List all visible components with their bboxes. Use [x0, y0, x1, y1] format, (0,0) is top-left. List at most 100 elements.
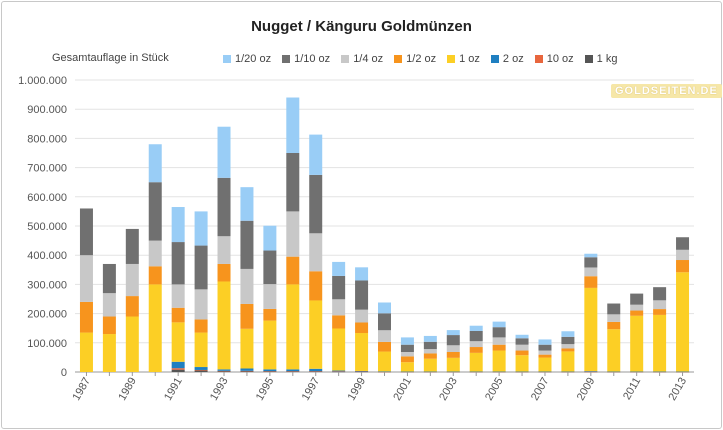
bar-segment [653, 300, 667, 310]
bar-segment [400, 356, 414, 363]
bar-segment [332, 370, 346, 372]
bar-segment [240, 370, 254, 372]
bar-segment [79, 301, 93, 333]
chart-title: Nugget / Känguru Goldmünzen [251, 18, 472, 35]
bar-segment [607, 371, 621, 373]
legend-swatch [394, 55, 403, 63]
y-tick-label: 400.000 [27, 250, 67, 262]
bar-segment [194, 211, 208, 246]
bar-segment [355, 267, 369, 281]
bar-segment [79, 208, 93, 256]
legend-item: 10 oz [534, 53, 574, 65]
bar-segment [263, 369, 277, 372]
bar-segment [676, 237, 690, 250]
bar-segment [446, 357, 460, 372]
bar-segment [607, 329, 621, 372]
bar-segment [148, 266, 162, 285]
bar-segment [148, 182, 162, 241]
bar-segment [240, 220, 254, 269]
x-tick-label: 1991 [162, 376, 185, 403]
bar-segment [240, 268, 254, 304]
legend-label: 1/2 oz [406, 53, 437, 65]
legend-swatch [490, 55, 499, 63]
bar-segment [584, 371, 598, 373]
bar-segment [217, 236, 231, 264]
legend-item: 1/10 oz [282, 53, 330, 65]
bar-segment [286, 371, 300, 372]
legend-item: 2 oz [490, 53, 524, 65]
bar-segment [332, 261, 346, 276]
bar-segment [263, 308, 277, 321]
bar-segment [378, 371, 391, 373]
x-tick-label: 2011 [621, 376, 643, 402]
bar-segment [469, 325, 483, 331]
bar-segment [102, 316, 116, 335]
bar-segment [378, 302, 391, 314]
bar-segment [378, 313, 391, 331]
bar-segment [240, 368, 254, 371]
bar-segment [355, 371, 369, 373]
bar-segment [286, 256, 300, 285]
legend-label: 1/4 oz [353, 53, 384, 65]
legend-item: 1/2 oz [394, 53, 436, 65]
bar-segment [171, 368, 185, 370]
bar-segment [309, 371, 323, 372]
bar-segment [378, 330, 391, 342]
bar-segment [630, 293, 644, 305]
bar-segment [125, 316, 139, 372]
bar-segment [446, 345, 460, 352]
bar-segment [309, 174, 323, 234]
bar-segment [79, 255, 93, 302]
legend-swatch [534, 55, 543, 63]
bar-segment [332, 299, 346, 316]
bar-segment [515, 338, 529, 345]
watermark-logo: GOLDSEITEN.DE [611, 84, 722, 98]
bar-segment [309, 233, 323, 272]
bar-segment [538, 344, 552, 351]
legend-item: 1 oz [447, 53, 480, 65]
bar-segment [148, 240, 162, 267]
x-tick-label: 2005 [483, 376, 506, 403]
bar-segment [286, 97, 300, 153]
x-tick-label: 1997 [300, 376, 323, 403]
bar-segment [217, 369, 231, 371]
bar-segment [400, 351, 414, 357]
y-tick-label: 900.000 [27, 104, 67, 116]
bar-segment [630, 304, 644, 311]
bar-segment [309, 368, 323, 372]
bar-segment [102, 293, 116, 317]
bar-segment [469, 352, 483, 372]
bar-segment [400, 362, 414, 372]
legend-swatch [223, 55, 231, 63]
bar-segment [423, 371, 437, 373]
bar-segment [561, 351, 575, 372]
bar-segment [194, 319, 208, 333]
bar-segment [240, 371, 254, 372]
bar-segment [492, 350, 506, 372]
bar-segment [286, 153, 300, 212]
bar-segment [584, 371, 598, 372]
bar-segment [378, 341, 391, 352]
bar-segment [630, 371, 644, 373]
bar-segment [102, 334, 116, 372]
legend-swatch [447, 55, 456, 63]
bar-segment [194, 245, 208, 290]
bar-segment [676, 249, 690, 261]
bar-segment [332, 315, 346, 329]
legend-label: 1 oz [459, 53, 480, 65]
bar-segment [538, 357, 552, 372]
x-tick-label: 1987 [70, 376, 93, 403]
bar-segment [79, 332, 93, 372]
y-tick-label: 200.000 [27, 309, 67, 321]
y-tick-label: 800.000 [27, 133, 67, 145]
bar-segment [515, 350, 529, 356]
bar-segment [148, 144, 162, 183]
bar-segment [446, 335, 460, 346]
bar-segment [217, 263, 231, 282]
bar-segment [653, 314, 667, 372]
legend-item: 1/4 oz [341, 53, 383, 65]
bar-segment [469, 330, 483, 342]
bar-segment [469, 371, 483, 373]
bar-segment [538, 354, 552, 358]
legend-swatch [584, 55, 593, 63]
